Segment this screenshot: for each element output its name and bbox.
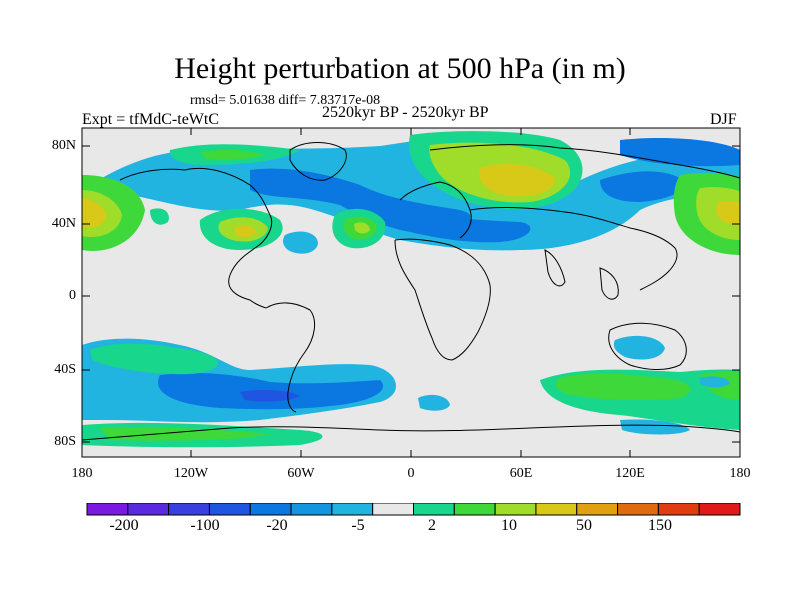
period-label: 2520kyr BP - 2520kyr BP [322, 104, 489, 121]
contour-atlantic-positive-core [354, 222, 370, 234]
colorbar-swatch [617, 503, 659, 516]
contour-westpacific-positive-core [82, 198, 106, 228]
colorbar-label: 10 [501, 517, 517, 534]
season-label: DJF [710, 111, 737, 128]
contour-arctic-negative [620, 138, 740, 167]
colorbar-label: -100 [190, 517, 220, 534]
colorbar [86, 503, 741, 516]
coastline-antarctica [82, 424, 740, 441]
contour-namerica-positive-core [234, 225, 256, 237]
lon-tick-label: 120W [173, 466, 209, 481]
contour-australia-negative [613, 335, 665, 360]
contour-eastpacific-positive-core [716, 201, 740, 226]
axis-ticks [81, 128, 741, 457]
contour-pacific-negative [600, 171, 683, 202]
lon-tick-label: 180 [729, 466, 751, 481]
colorbar-swatch [86, 503, 129, 516]
colorbar-label: 150 [648, 517, 672, 534]
colorbar-swatch [494, 503, 537, 516]
colorbar-label: -20 [266, 517, 288, 534]
coastline-africa [394, 238, 491, 361]
chart-title: Height perturbation at 500 hPa (in m) [174, 52, 626, 85]
lat-tick-label: 0 [69, 288, 76, 303]
coastline-arctic-asia [429, 144, 740, 179]
lon-tick-label: 180 [71, 466, 93, 481]
contour-nh-negative-band [82, 140, 740, 251]
contour-sh-positive-south-inner [100, 427, 270, 441]
contour-fills [82, 131, 740, 448]
colorbar-swatch [413, 503, 455, 516]
experiment-label: Expt = tfMdC-teWtC [82, 111, 220, 128]
colorbar-swatch [372, 503, 415, 516]
coastline-asia [469, 206, 678, 291]
contour-southern-negative-3 [700, 376, 730, 388]
contour-southern-negative-2 [620, 419, 690, 435]
stats-line: rmsd= 5.01638 diff= 7.83717e-08 [190, 93, 381, 108]
colorbar-swatch [249, 503, 292, 516]
colorbar-label: -200 [109, 517, 139, 534]
coastline-south-america [265, 302, 316, 413]
coastlines [82, 142, 740, 441]
contour-small-negative-1 [283, 231, 318, 254]
contour-arctic-positive-inner [200, 149, 265, 161]
lat-tick-label: 80N [51, 138, 76, 153]
colorbar-swatch [535, 503, 578, 516]
coastline-southeast-asia [599, 267, 619, 300]
lon-tick-label: 0 [407, 466, 415, 481]
contour-eurasia-negative [380, 210, 531, 243]
contour-sh-negative-deep [240, 389, 300, 402]
lon-tick-label: 60E [509, 466, 533, 481]
contour-indian-ocean-negative [418, 394, 450, 411]
coastline-greenland [289, 142, 347, 181]
colorbar-swatch [208, 503, 251, 516]
colorbar-swatch [698, 503, 741, 516]
contour-small-positive-2 [150, 208, 169, 225]
coastline-india [544, 249, 566, 287]
colorbar-swatch [127, 503, 170, 516]
coastline-europe [399, 181, 472, 239]
colorbar-label: 50 [576, 517, 592, 534]
lon-tick-label: 60W [287, 466, 315, 481]
lat-tick-label: 40S [54, 362, 76, 377]
colorbar-swatch [657, 503, 700, 516]
colorbar-swatch [331, 503, 374, 516]
lon-tick-label: 120E [615, 466, 645, 481]
colorbar-swatch [290, 503, 333, 516]
contour-southern-indian-positive-inner [555, 373, 691, 401]
coastline-australia [608, 322, 687, 370]
colorbar-swatch [453, 503, 496, 516]
colorbar-swatch [168, 503, 210, 516]
lat-tick-label: 80S [54, 434, 76, 449]
colorbar-label: 2 [428, 517, 436, 534]
coastline-north-america [119, 167, 273, 309]
contour-sh-positive-west [90, 343, 219, 375]
lat-tick-label: 40N [51, 216, 76, 231]
contour-siberia-positive-core [479, 164, 555, 197]
colorbar-swatch [576, 503, 619, 516]
colorbar-label: -5 [351, 517, 365, 534]
